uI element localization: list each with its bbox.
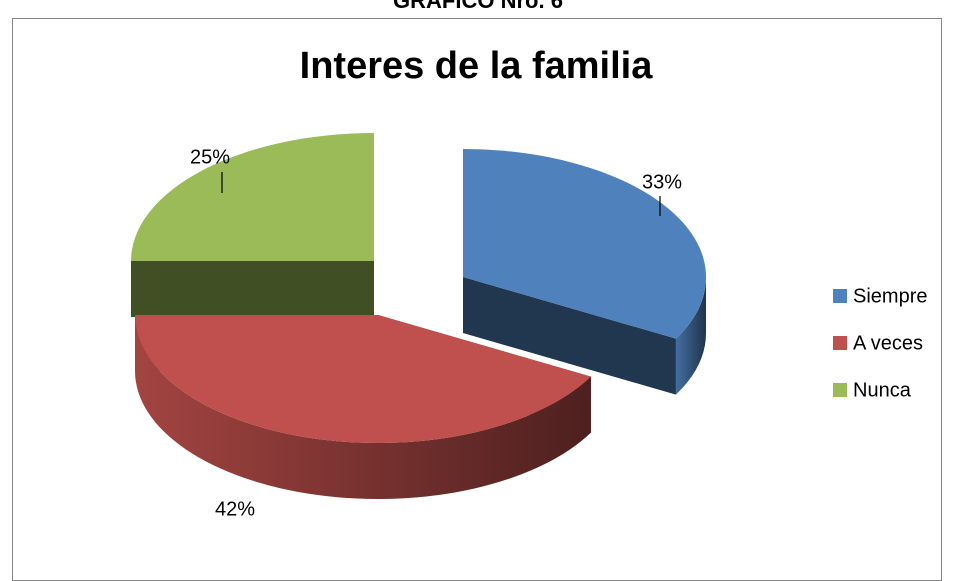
slice: [463, 149, 706, 395]
slice: [135, 315, 591, 499]
slice-top: [131, 133, 374, 261]
legend-swatch: [833, 383, 847, 397]
legend-label: Siempre: [853, 285, 927, 307]
pie: 33% 42% 25%: [131, 133, 706, 520]
heading: GRAFICO Nro. 6: [393, 0, 563, 13]
data-label: 42%: [215, 498, 255, 520]
slice: [131, 133, 374, 317]
legend-label: Nunca: [853, 379, 912, 401]
legend-label: A veces: [853, 332, 923, 354]
slice-edge: [131, 261, 374, 317]
slice-edge: [463, 277, 676, 395]
slice-side: [675, 277, 706, 395]
legend: Siempre A veces Nunca: [833, 285, 927, 401]
slice-side: [135, 315, 591, 499]
legend-swatch: [833, 336, 847, 350]
slice-top: [135, 315, 591, 443]
legend-swatch: [833, 289, 847, 303]
data-label: 33%: [642, 171, 682, 193]
chart-title: Interes de la familia: [300, 45, 654, 87]
slice-top: [463, 149, 706, 339]
data-label: 25%: [190, 146, 230, 168]
